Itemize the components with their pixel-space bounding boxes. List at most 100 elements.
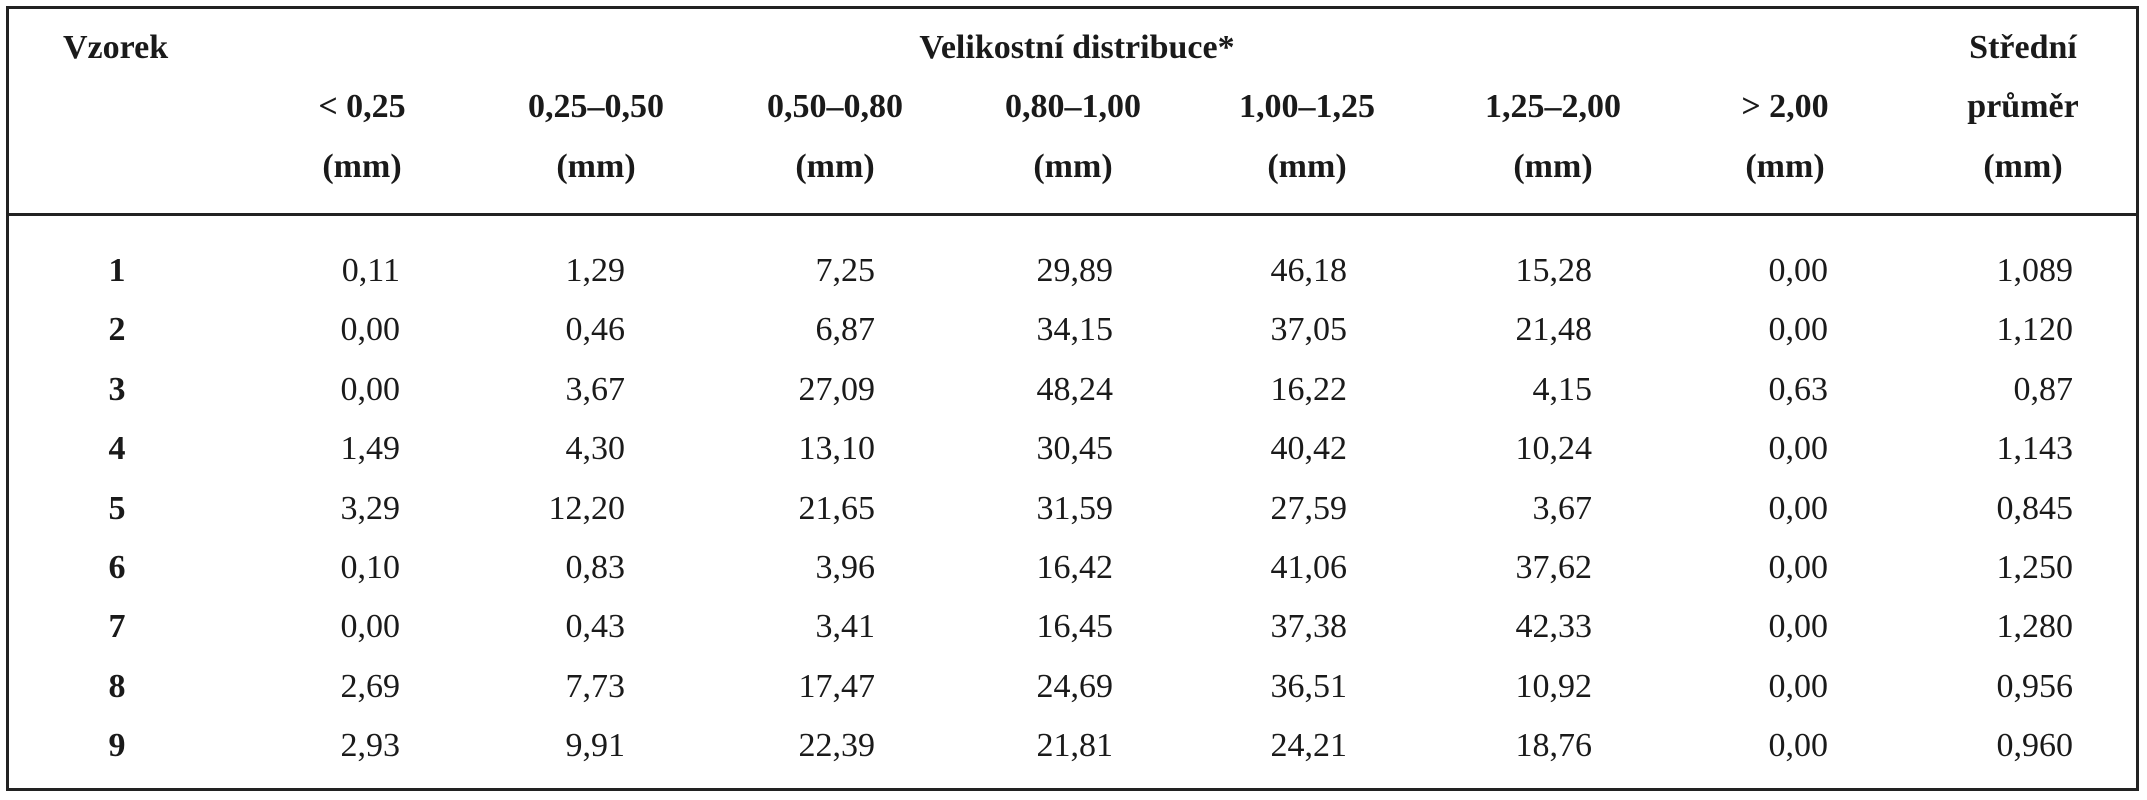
- table-cell: 21,65: [798, 490, 876, 527]
- table-cell: 27,59: [1270, 490, 1348, 527]
- table-cell: 0,43: [565, 608, 626, 645]
- table-cell: 46,18: [1270, 252, 1348, 289]
- table-cell: 13,10: [798, 430, 876, 467]
- table-cell: 0,00: [1768, 252, 1829, 289]
- row-sample-number: 1: [108, 252, 126, 289]
- header-unit: (mm): [1033, 148, 1113, 185]
- table-cell: 6,87: [815, 311, 876, 348]
- table-cell: 10,92: [1515, 668, 1593, 705]
- table-cell: 3,96: [815, 549, 876, 586]
- row-mean-diameter: 1,280: [1996, 608, 2074, 645]
- table-cell: 37,05: [1270, 311, 1348, 348]
- header-unit: (mm): [795, 148, 875, 185]
- header-range: > 2,00: [1741, 88, 1829, 125]
- table-cell: 41,06: [1270, 549, 1348, 586]
- table-cell: 48,24: [1036, 371, 1114, 408]
- row-mean-diameter: 0,960: [1996, 727, 2074, 764]
- header-sample: Vzorek: [63, 29, 169, 66]
- row-mean-diameter: 1,143: [1996, 430, 2074, 467]
- table-cell: 15,28: [1515, 252, 1593, 289]
- header-unit: (mm): [556, 148, 636, 185]
- header-mean-line2: průměr: [1967, 88, 2079, 125]
- table-cell: 30,45: [1036, 430, 1114, 467]
- table-cell: 3,41: [815, 608, 876, 645]
- header-range: < 0,25: [318, 88, 406, 125]
- header-mean-line1: Střední: [1969, 29, 2077, 66]
- table-cell: 34,15: [1036, 311, 1114, 348]
- table-cell: 17,47: [798, 668, 876, 705]
- row-sample-number: 8: [108, 668, 126, 705]
- table-cell: 3,67: [1532, 490, 1593, 527]
- table-header: [9, 9, 2136, 216]
- size-distribution-table: [6, 6, 2139, 791]
- table-cell: 2,93: [340, 727, 401, 764]
- table-cell: 18,76: [1515, 727, 1593, 764]
- row-mean-diameter: 0,87: [2013, 371, 2074, 408]
- table-cell: 37,62: [1515, 549, 1593, 586]
- table-cell: 31,59: [1036, 490, 1114, 527]
- header-size-distribution: Velikostní distribuce*: [919, 29, 1235, 66]
- table-cell: 1,29: [565, 252, 626, 289]
- table-cell: 16,42: [1036, 549, 1114, 586]
- row-mean-diameter: 0,845: [1996, 490, 2074, 527]
- table-cell: 16,22: [1270, 371, 1348, 408]
- table-cell: 10,24: [1515, 430, 1593, 467]
- header-range: 1,00–1,25: [1239, 88, 1375, 125]
- table-cell: 24,21: [1270, 727, 1348, 764]
- header-range: 0,25–0,50: [528, 88, 664, 125]
- table-cell: 42,33: [1515, 608, 1593, 645]
- table-cell: 0,00: [1768, 311, 1829, 348]
- table-cell: 3,67: [565, 371, 626, 408]
- table-cell: 24,69: [1036, 668, 1114, 705]
- row-sample-number: 4: [108, 430, 126, 467]
- table-cell: 36,51: [1270, 668, 1348, 705]
- table-cell: 40,42: [1270, 430, 1348, 467]
- table-cell: 4,15: [1532, 371, 1593, 408]
- header-range: 0,80–1,00: [1005, 88, 1141, 125]
- table-cell: 0,00: [1768, 668, 1829, 705]
- row-sample-number: 3: [108, 371, 126, 408]
- row-sample-number: 9: [108, 727, 126, 764]
- table-cell: 0,11: [341, 252, 400, 289]
- table-cell: 0,63: [1768, 371, 1829, 408]
- table-cell: 0,46: [565, 311, 626, 348]
- table-cell: 27,09: [798, 371, 876, 408]
- table-cell: 2,69: [340, 668, 401, 705]
- table-cell: 0,00: [1768, 430, 1829, 467]
- table-cell: 37,38: [1270, 608, 1348, 645]
- table-cell: 22,39: [798, 727, 876, 764]
- table-cell: 3,29: [340, 490, 401, 527]
- row-mean-diameter: 1,120: [1996, 311, 2074, 348]
- row-sample-number: 7: [108, 608, 126, 645]
- table-cell: 0,00: [1768, 608, 1829, 645]
- table-cell: 0,00: [1768, 549, 1829, 586]
- table-cell: 29,89: [1036, 252, 1114, 289]
- header-unit: (mm): [1267, 148, 1347, 185]
- table-cell: 7,25: [815, 252, 876, 289]
- table-cell: 0,00: [340, 608, 401, 645]
- row-mean-diameter: 1,250: [1996, 549, 2074, 586]
- row-sample-number: 5: [108, 490, 126, 527]
- table-cell: 7,73: [565, 668, 626, 705]
- row-mean-diameter: 0,956: [1996, 668, 2074, 705]
- table-cell: 12,20: [548, 490, 626, 527]
- table-cell: 0,00: [1768, 727, 1829, 764]
- table-cell: 0,00: [1768, 490, 1829, 527]
- header-unit: (mm): [322, 148, 402, 185]
- table-cell: 0,00: [340, 311, 401, 348]
- row-mean-diameter: 1,089: [1996, 252, 2074, 289]
- table-cell: 0,00: [340, 371, 401, 408]
- header-range: 0,50–0,80: [767, 88, 903, 125]
- header-range: 1,25–2,00: [1485, 88, 1621, 125]
- table-cell: 0,83: [565, 549, 626, 586]
- table-cell: 4,30: [565, 430, 626, 467]
- table-cell: 9,91: [565, 727, 626, 764]
- header-unit: (mm): [1513, 148, 1593, 185]
- header-mean-unit: (mm): [1983, 148, 2063, 185]
- header-unit: (mm): [1745, 148, 1825, 185]
- row-sample-number: 6: [108, 549, 126, 586]
- table-cell: 1,49: [340, 430, 401, 467]
- row-sample-number: 2: [108, 311, 126, 348]
- table-cell: 21,81: [1036, 727, 1114, 764]
- table-cell: 0,10: [340, 549, 401, 586]
